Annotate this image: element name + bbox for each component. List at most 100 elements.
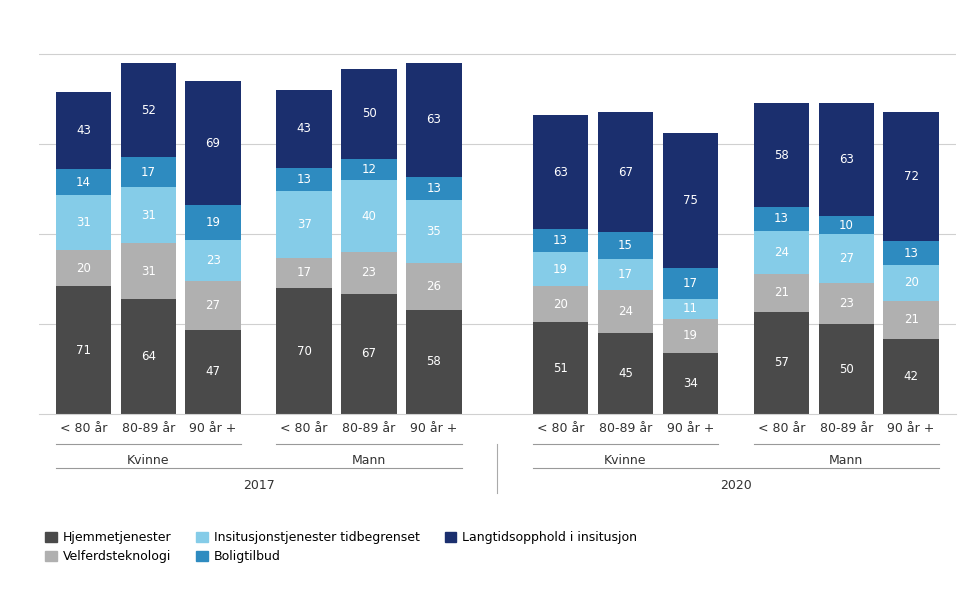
Bar <box>533 252 588 286</box>
Text: 40: 40 <box>362 209 376 223</box>
Text: 67: 67 <box>618 166 633 178</box>
Text: 15: 15 <box>618 239 633 252</box>
Bar <box>819 324 874 414</box>
Bar <box>883 112 939 241</box>
Text: 17: 17 <box>618 268 633 281</box>
Text: 20: 20 <box>76 262 91 275</box>
Text: 50: 50 <box>362 107 376 120</box>
Text: 13: 13 <box>553 234 568 247</box>
Text: 13: 13 <box>774 213 789 225</box>
Text: 23: 23 <box>362 266 376 280</box>
Bar <box>121 243 176 299</box>
Text: 71: 71 <box>76 343 91 357</box>
Text: 31: 31 <box>140 209 156 222</box>
Text: 24: 24 <box>618 305 633 318</box>
Text: 26: 26 <box>426 280 442 293</box>
Text: 31: 31 <box>76 216 91 229</box>
Bar <box>819 234 874 283</box>
Bar <box>341 252 397 294</box>
Bar <box>341 69 397 158</box>
Text: 43: 43 <box>76 124 91 137</box>
Bar <box>663 133 718 269</box>
Bar <box>598 290 653 333</box>
Bar <box>407 200 461 263</box>
Bar <box>754 207 809 231</box>
Text: 21: 21 <box>904 313 918 326</box>
Bar <box>883 301 939 339</box>
Text: 13: 13 <box>904 247 918 259</box>
Bar <box>533 322 588 414</box>
Bar <box>533 229 588 252</box>
Bar <box>407 310 461 414</box>
Text: 70: 70 <box>296 345 312 357</box>
Bar <box>598 112 653 233</box>
Bar <box>663 353 718 414</box>
Bar <box>883 265 939 301</box>
Bar <box>754 312 809 414</box>
Text: 2017: 2017 <box>243 479 275 493</box>
Text: 2020: 2020 <box>720 479 752 493</box>
Legend: Hjemmetjenester, Velferdsteknologi, Insitusjonstjenester tidbegrenset, Boligtilb: Hjemmetjenester, Velferdsteknologi, Insi… <box>45 531 638 563</box>
Bar <box>663 319 718 353</box>
Text: 11: 11 <box>682 302 698 315</box>
Text: 19: 19 <box>553 262 568 276</box>
Text: 63: 63 <box>553 166 568 178</box>
Text: 17: 17 <box>296 266 312 280</box>
Bar <box>883 241 939 265</box>
Text: 20: 20 <box>553 298 568 311</box>
Bar <box>598 233 653 259</box>
Bar <box>533 286 588 322</box>
Text: 67: 67 <box>362 347 376 361</box>
Text: 13: 13 <box>296 173 312 186</box>
Text: Mann: Mann <box>829 454 864 466</box>
Bar <box>185 81 241 205</box>
Bar <box>754 231 809 274</box>
Text: 24: 24 <box>774 245 789 259</box>
Bar <box>121 63 176 157</box>
Text: 63: 63 <box>426 113 442 127</box>
Bar <box>754 274 809 312</box>
Text: 37: 37 <box>296 218 312 231</box>
Text: 75: 75 <box>682 194 698 208</box>
Text: 14: 14 <box>76 175 91 189</box>
Bar <box>819 216 874 234</box>
Text: 35: 35 <box>426 225 442 238</box>
Text: 50: 50 <box>838 362 854 376</box>
Text: 47: 47 <box>206 365 220 378</box>
Bar <box>121 299 176 414</box>
Text: 23: 23 <box>838 297 854 310</box>
Bar <box>663 269 718 299</box>
Bar <box>407 263 461 310</box>
Bar <box>185 281 241 329</box>
Bar <box>56 169 111 195</box>
Text: 51: 51 <box>553 362 568 375</box>
Text: 19: 19 <box>682 329 698 342</box>
Bar <box>121 157 176 188</box>
Bar <box>277 288 332 414</box>
Text: Mann: Mann <box>352 454 386 466</box>
Text: 20: 20 <box>904 276 918 289</box>
Bar <box>598 259 653 290</box>
Text: 58: 58 <box>426 356 442 368</box>
Text: 27: 27 <box>838 252 854 265</box>
Bar <box>277 191 332 258</box>
Text: 63: 63 <box>838 153 854 166</box>
Bar <box>819 283 874 324</box>
Text: 12: 12 <box>362 163 376 176</box>
Text: 17: 17 <box>682 277 698 290</box>
Text: Kvinne: Kvinne <box>604 454 646 466</box>
Bar <box>407 177 461 200</box>
Bar <box>185 205 241 239</box>
Bar <box>185 329 241 414</box>
Bar <box>277 258 332 288</box>
Text: 13: 13 <box>426 182 442 195</box>
Text: 17: 17 <box>140 166 156 178</box>
Bar <box>121 188 176 243</box>
Bar <box>341 180 397 252</box>
Text: 58: 58 <box>774 149 789 161</box>
Bar <box>185 239 241 281</box>
Text: Kvinne: Kvinne <box>127 454 170 466</box>
Text: 43: 43 <box>296 122 312 135</box>
Bar <box>277 167 332 191</box>
Text: 34: 34 <box>682 377 698 390</box>
